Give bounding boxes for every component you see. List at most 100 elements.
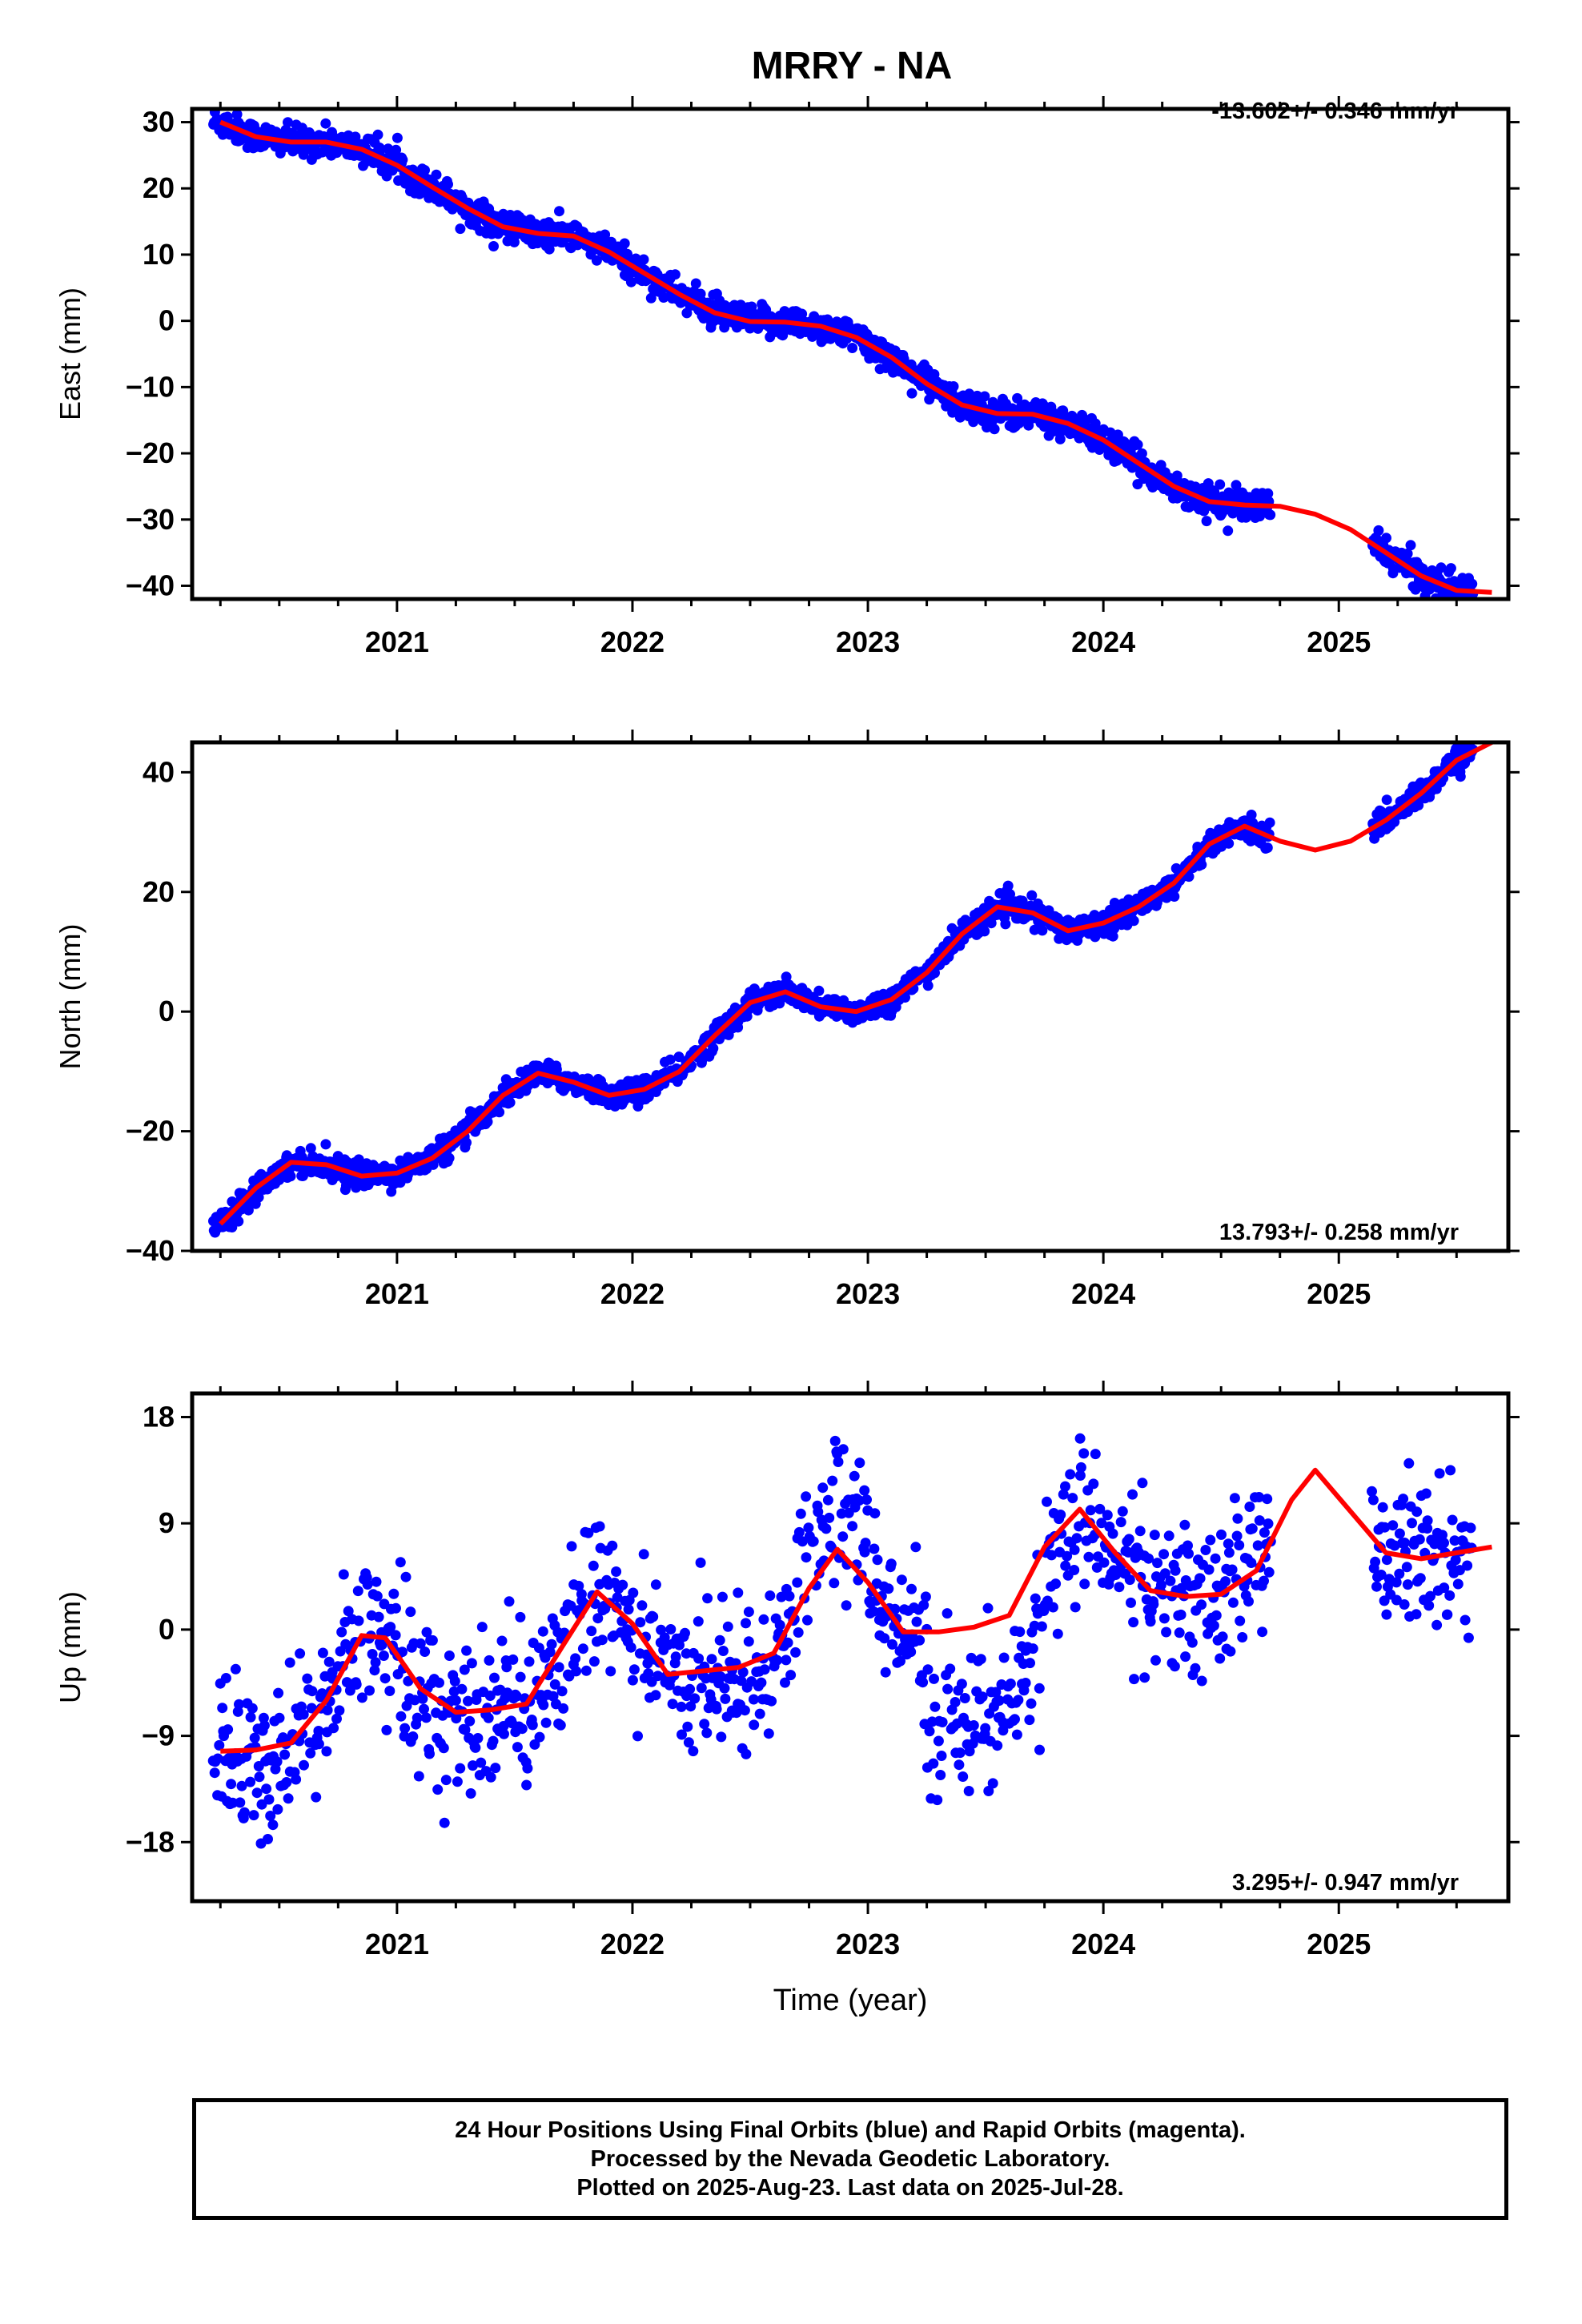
data-point	[1259, 1575, 1269, 1586]
data-point	[591, 255, 602, 266]
data-point	[463, 1695, 473, 1707]
data-point	[1037, 925, 1048, 936]
east-data-points	[208, 109, 1479, 599]
data-point	[1090, 418, 1101, 429]
data-point	[743, 1606, 754, 1618]
data-point	[1227, 1597, 1239, 1608]
footer-box: 24 Hour Positions Using Final Orbits (bl…	[192, 2098, 1508, 2220]
data-point	[972, 390, 983, 401]
data-point	[439, 1817, 450, 1828]
data-point	[1170, 1565, 1181, 1576]
data-point	[780, 1677, 790, 1688]
data-point	[592, 1613, 604, 1624]
data-point	[209, 1767, 220, 1779]
data-point	[516, 1723, 528, 1735]
data-point	[544, 1647, 556, 1658]
data-point	[619, 238, 630, 249]
data-point	[682, 1721, 693, 1732]
data-point	[1244, 1502, 1255, 1512]
data-point	[378, 1651, 389, 1661]
data-point	[900, 992, 910, 1003]
y-tick-label: −18	[126, 1825, 175, 1858]
data-point	[869, 1508, 881, 1519]
data-point	[351, 1679, 362, 1690]
y-tick-label: −20	[126, 436, 175, 469]
data-point	[548, 1691, 559, 1702]
data-point	[1257, 1626, 1268, 1638]
data-point	[420, 1712, 432, 1723]
data-point	[611, 1566, 622, 1577]
data-point	[356, 1692, 367, 1703]
data-point	[797, 1536, 808, 1547]
data-point	[1467, 578, 1478, 589]
data-point	[1085, 1505, 1096, 1516]
data-point	[1215, 479, 1226, 490]
data-point	[504, 1097, 516, 1108]
data-point	[1373, 525, 1384, 536]
data-point	[1371, 1581, 1382, 1592]
data-point	[214, 1739, 225, 1751]
y-tick-label: 9	[159, 1506, 175, 1539]
data-point	[459, 1664, 470, 1675]
data-point	[628, 1587, 639, 1598]
up-y-axis-label: Up (mm)	[54, 1591, 86, 1703]
data-point	[299, 1759, 309, 1771]
data-point	[484, 1691, 496, 1701]
data-point	[284, 1657, 295, 1668]
data-point	[1200, 1545, 1211, 1555]
data-point	[1088, 1478, 1099, 1490]
data-point	[1465, 1522, 1476, 1534]
data-point	[1210, 1553, 1221, 1564]
data-point	[1128, 1617, 1139, 1628]
data-point	[1237, 1632, 1248, 1642]
data-point	[396, 1711, 407, 1722]
data-point	[758, 1614, 769, 1625]
data-point	[1005, 889, 1015, 900]
data-point	[1402, 1579, 1413, 1590]
data-point	[235, 1797, 246, 1808]
data-point	[930, 1701, 941, 1712]
data-point	[959, 1693, 970, 1703]
data-point	[759, 1664, 770, 1675]
data-point	[1069, 1565, 1080, 1575]
data-point	[440, 1775, 452, 1786]
data-point	[484, 1655, 495, 1666]
data-point	[1439, 1538, 1449, 1549]
data-point	[1462, 1560, 1473, 1571]
data-point	[607, 1540, 618, 1551]
data-point	[263, 1794, 275, 1805]
data-point	[1420, 1488, 1431, 1499]
data-point	[754, 1708, 765, 1719]
data-point	[245, 1776, 256, 1787]
data-point	[352, 1586, 363, 1597]
data-point	[676, 1701, 687, 1712]
data-point	[640, 1649, 652, 1660]
data-point	[928, 1758, 939, 1769]
data-point	[1379, 1522, 1391, 1533]
data-point	[1107, 1528, 1118, 1539]
data-point	[689, 1693, 701, 1704]
data-point	[501, 1662, 512, 1673]
data-point	[577, 1643, 588, 1655]
x-tick-label: 2025	[1307, 1277, 1371, 1310]
data-point	[460, 1724, 471, 1735]
data-point	[733, 1587, 744, 1598]
data-point	[1445, 1465, 1456, 1476]
data-point	[945, 1663, 956, 1675]
data-point	[989, 424, 1000, 435]
data-point	[316, 1688, 327, 1699]
data-point	[1232, 1513, 1243, 1524]
data-point	[743, 1636, 754, 1647]
data-point	[409, 1695, 420, 1706]
data-point	[847, 343, 858, 353]
data-point	[371, 1590, 383, 1602]
data-point	[253, 1192, 264, 1203]
data-point	[317, 1647, 328, 1659]
x-tick-label: 2021	[365, 625, 429, 658]
data-point	[379, 1673, 391, 1684]
data-point	[556, 1686, 568, 1697]
data-point	[1381, 533, 1391, 544]
data-point	[625, 276, 636, 287]
data-point	[1054, 433, 1066, 444]
data-point	[1414, 1534, 1425, 1545]
